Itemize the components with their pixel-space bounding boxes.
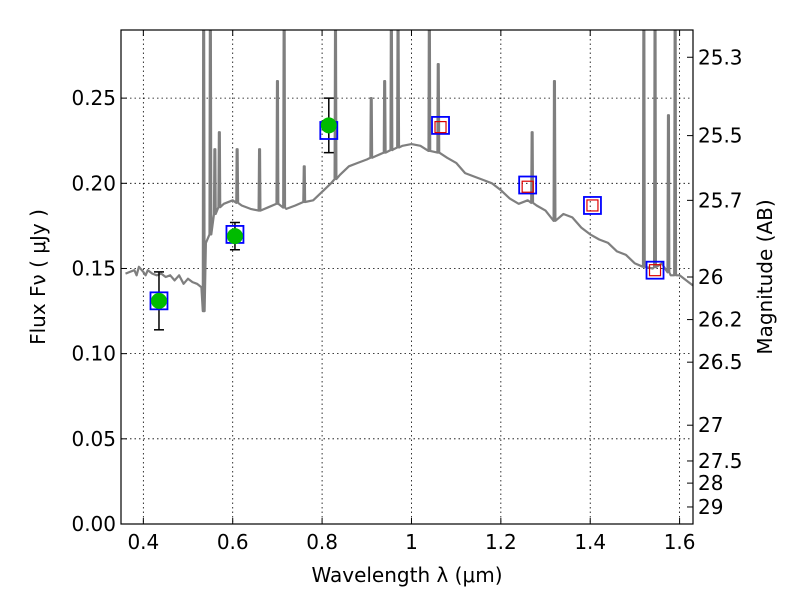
right-axis-title: Magnitude (AB) (753, 199, 777, 354)
model-photometry-point (645, 260, 665, 280)
upper-point-marker (521, 180, 534, 193)
x-tick-label: 0.4 (127, 530, 159, 554)
x-tick-label: 0.6 (217, 530, 249, 554)
right-tick-label: 25.3 (698, 45, 743, 69)
upper-point-marker (648, 264, 662, 277)
grid (121, 30, 693, 525)
x-tick-label: 1.2 (485, 530, 517, 554)
y-tick-label: 0.05 (71, 427, 116, 451)
right-tick-label: 26.5 (698, 350, 743, 374)
upper-point-marker (586, 199, 599, 212)
x-tick-label: 1.6 (664, 530, 696, 554)
y-tick-label: 0.25 (71, 86, 116, 110)
y-tick-label: 0.10 (71, 342, 116, 366)
y-tick-label: 0.15 (71, 256, 116, 280)
model-photometry-point (431, 115, 450, 135)
upper-point-marker (434, 120, 447, 134)
x-tick-label: 1 (405, 530, 418, 554)
plot-area (125, 30, 693, 331)
y-tick-label: 0.20 (71, 171, 116, 195)
x-axis-title: Wavelength λ (μm) (311, 563, 502, 587)
right-tick-label: 27 (698, 413, 723, 437)
sed-model-line (125, 30, 693, 313)
model-photometry-point (149, 291, 169, 311)
axis-ticks: 0.4 0.6 0.8 1 1.2 1.4 1.6 0.00 0.05 0.10 0.15 0.20 0… (71, 30, 743, 554)
right-tick-label: 26.2 (698, 308, 743, 332)
right-tick-label: 25.7 (698, 188, 743, 212)
right-tick-label: 27.5 (698, 449, 743, 473)
model-photometry-point (583, 196, 602, 215)
observed-flux-point (320, 117, 337, 134)
plot-frame (120, 29, 694, 525)
right-tick-label: 25.5 (698, 124, 743, 148)
right-tick-label: 28 (698, 471, 723, 495)
x-tick-label: 1.4 (574, 530, 606, 554)
y-tick-label: 0.00 (71, 512, 116, 536)
data-group (125, 30, 693, 331)
observed-flux-point (150, 292, 167, 309)
observed-flux-point (226, 228, 243, 245)
x-tick-label: 0.8 (306, 530, 338, 554)
y-axis-title: Flux Fν ( μJy ) (26, 209, 50, 345)
right-tick-label: 29 (698, 495, 723, 519)
right-tick-label: 26 (698, 265, 723, 289)
model-photometry-point (518, 175, 538, 195)
